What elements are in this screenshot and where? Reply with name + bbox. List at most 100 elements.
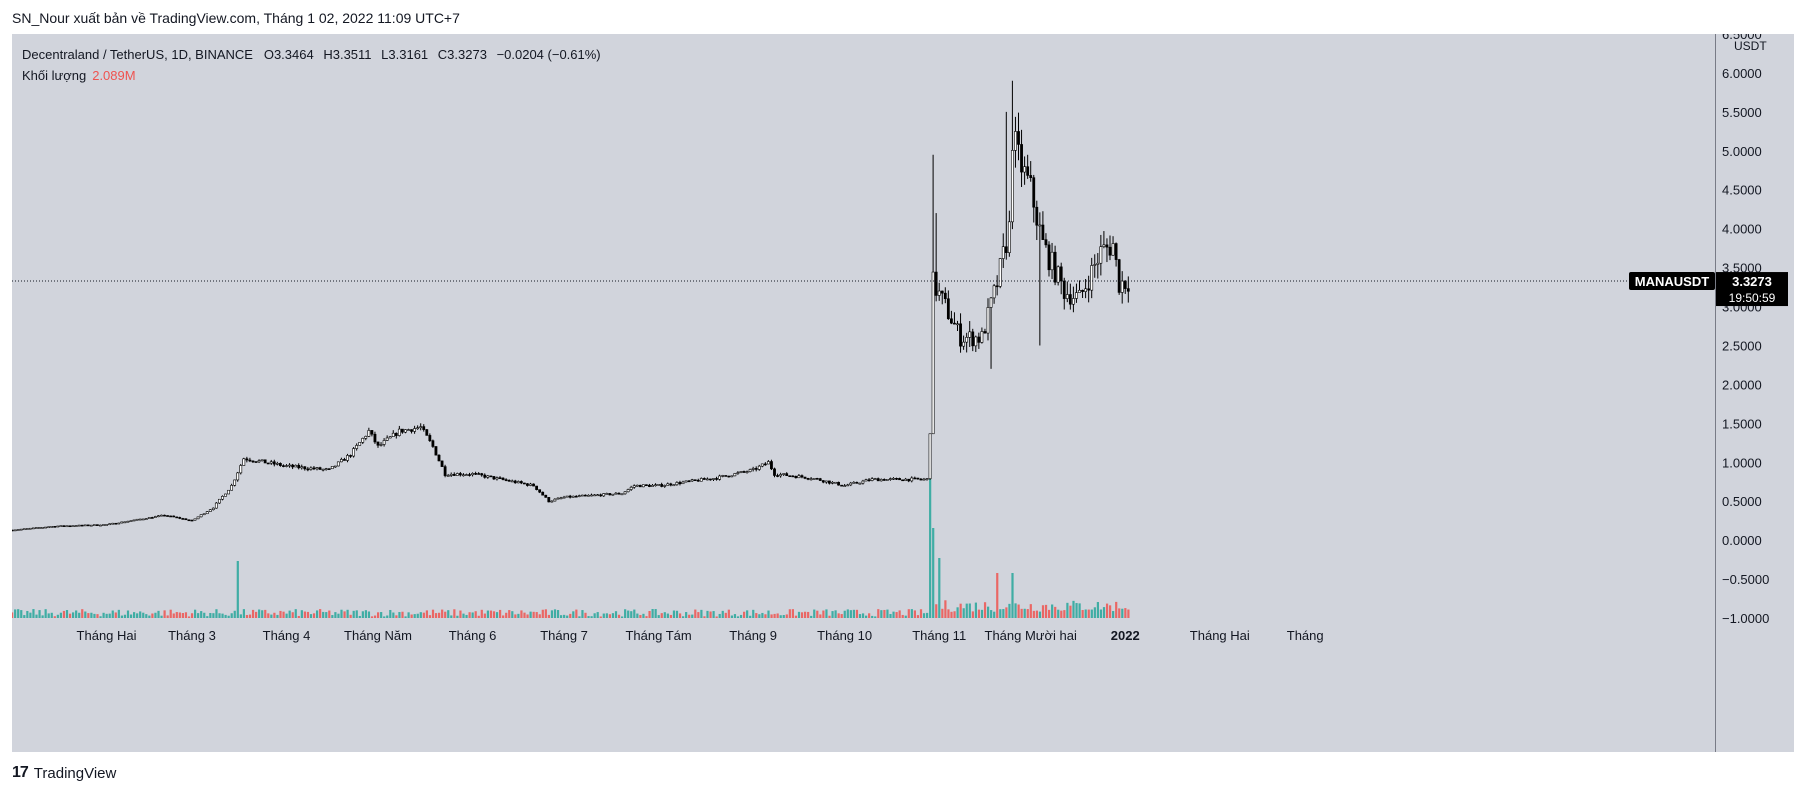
tradingview-logo[interactable]: 17 TradingView <box>12 764 116 782</box>
candle-body <box>147 517 151 519</box>
volume-bar <box>871 615 874 618</box>
candle-body <box>507 479 511 482</box>
volume-label[interactable]: Khối lượng <box>22 68 87 83</box>
volume-bar <box>322 611 325 618</box>
candle-body <box>977 336 981 343</box>
candle-body <box>1072 298 1075 305</box>
volume-bar <box>520 610 523 618</box>
candle-body <box>888 478 892 480</box>
volume-bar <box>977 609 981 618</box>
volume-bar <box>349 614 352 618</box>
candle-body <box>367 430 371 437</box>
candle-body <box>416 427 420 430</box>
volume-bar <box>337 613 340 618</box>
candle-body <box>959 323 962 347</box>
volume-bar <box>319 609 322 618</box>
volume-bar <box>410 614 413 618</box>
volume-bar <box>825 609 828 618</box>
candle-body <box>422 426 426 430</box>
volume-bar <box>721 610 724 618</box>
candle-body <box>699 478 703 482</box>
candle-body <box>324 468 328 470</box>
volume-bar <box>1026 609 1029 618</box>
volume-bar <box>1032 610 1035 618</box>
x-tick-label: Tháng 9 <box>729 628 777 643</box>
volume-bar <box>572 611 575 618</box>
volume-bar <box>288 610 291 618</box>
candle-body <box>937 290 941 296</box>
volume-bar <box>434 613 438 618</box>
candle-body <box>1007 221 1011 253</box>
candle-body <box>733 473 737 477</box>
candle-body <box>13 529 17 532</box>
close-value: 3.3273 <box>447 47 487 62</box>
symbol-description[interactable]: Decentraland / TetherUS, 1D, BINANCE <box>22 47 253 62</box>
y-tick-label: 2.5000 <box>1722 338 1762 353</box>
volume-bar <box>703 616 706 618</box>
volume-bar <box>352 610 355 618</box>
candle-body <box>541 491 545 496</box>
candlestick-chart[interactable]: 6.5000 6.0000 5.5000 5.0000 4.5000 4.0000 3.50… <box>12 34 1794 752</box>
candle-body <box>59 525 63 527</box>
candle-body <box>492 476 496 480</box>
y-tick-label: −0.5000 <box>1722 572 1769 587</box>
candle-body <box>181 518 185 520</box>
y-tick-label: 0.5000 <box>1722 494 1762 509</box>
volume-bar <box>300 610 303 618</box>
chart-pane[interactable]: 6.5000 6.0000 5.5000 5.0000 4.5000 4.0000 3.50… <box>12 34 1794 752</box>
volume-bar <box>1087 609 1090 618</box>
candle-body <box>907 478 911 482</box>
candle-body <box>440 460 444 467</box>
volume-bar <box>660 613 663 618</box>
candle-body <box>44 526 47 529</box>
volume-bar <box>794 615 798 618</box>
volume-bar <box>782 615 785 618</box>
candle-body <box>144 518 148 520</box>
volume-bar <box>877 609 880 618</box>
volume-bar <box>172 613 175 618</box>
volume-bar <box>1115 601 1118 618</box>
volume-bar <box>474 611 477 618</box>
candle-body <box>318 467 322 470</box>
volume-bar <box>593 613 596 618</box>
candle-body <box>108 523 112 526</box>
volume-bar <box>441 609 444 618</box>
volume-bar <box>96 614 99 618</box>
volume-bar <box>694 609 697 618</box>
candle-body <box>358 442 362 446</box>
candle-body <box>330 466 334 470</box>
volume-bar <box>68 613 72 618</box>
candle-body <box>364 436 368 439</box>
volume-bar <box>535 612 538 618</box>
candle-body <box>949 318 953 324</box>
candle-body <box>992 285 996 299</box>
candle-body <box>519 481 523 484</box>
candle-body <box>1081 289 1084 292</box>
volume-bar <box>1075 603 1078 618</box>
x-tick-label: Tháng <box>1287 628 1324 643</box>
volume-bar <box>889 614 892 618</box>
publish-attribution: SN_Nour xuất bản về TradingView.com, Thá… <box>12 10 460 26</box>
candle-body <box>654 484 657 487</box>
candle-body <box>71 525 75 527</box>
candle-body <box>400 428 404 433</box>
candle-body <box>86 524 90 527</box>
volume-bar <box>187 616 191 618</box>
volume-bar <box>1057 609 1060 618</box>
candle-body <box>724 475 728 477</box>
volume-bar <box>755 613 758 618</box>
volume-bar <box>715 616 718 618</box>
volume-bar <box>675 610 679 618</box>
candle-body <box>760 463 764 467</box>
volume-bar <box>142 612 145 618</box>
volume-bar <box>547 614 550 618</box>
volume-bar <box>129 614 133 618</box>
candle-body <box>31 527 35 530</box>
candle-body <box>910 477 914 482</box>
volume-bar <box>846 609 849 618</box>
candle-body <box>1078 289 1081 293</box>
candle-body <box>623 491 627 495</box>
volume-bar <box>14 609 17 618</box>
volume-bar <box>154 612 157 618</box>
volume-bar <box>663 612 666 618</box>
